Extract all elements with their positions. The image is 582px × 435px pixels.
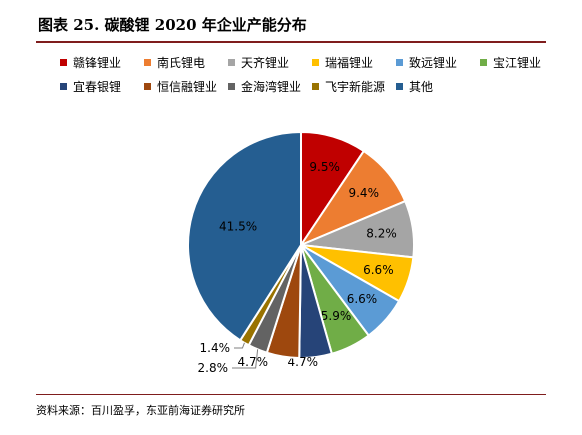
legend-swatch bbox=[144, 83, 151, 90]
slice-label: 9.5% bbox=[309, 160, 340, 174]
pie-slice bbox=[187, 130, 302, 342]
legend-label: 宜春银锂 bbox=[73, 80, 122, 94]
legend-swatch bbox=[312, 83, 319, 90]
legend-swatch bbox=[228, 83, 235, 90]
legend-label: 致远锂业 bbox=[409, 56, 458, 70]
legend-swatch bbox=[144, 59, 151, 66]
legend-label: 宝江锂业 bbox=[493, 56, 542, 70]
legend-item: 宜春银锂 bbox=[60, 78, 121, 95]
legend-item: 南氏锂电 bbox=[144, 54, 205, 71]
legend-swatch bbox=[396, 83, 403, 90]
slice-label: 2.8% bbox=[198, 361, 229, 375]
legend-swatch bbox=[60, 83, 67, 90]
slice-label: 5.9% bbox=[321, 309, 352, 323]
legend-swatch bbox=[312, 59, 319, 66]
legend-swatch bbox=[60, 59, 67, 66]
legend-item: 恒信融锂业 bbox=[144, 78, 217, 95]
legend-label: 飞宇新能源 bbox=[325, 80, 386, 94]
leader-line bbox=[232, 349, 259, 369]
leader-line bbox=[234, 342, 245, 349]
legend-swatch bbox=[480, 59, 487, 66]
slice-label: 41.5% bbox=[219, 220, 257, 234]
legend-label: 瑞福锂业 bbox=[325, 56, 374, 70]
legend-item: 其他 bbox=[396, 78, 433, 95]
figure-source: 资料来源：百川盈孚，东亚前海证券研究所 bbox=[36, 404, 245, 417]
legend-swatch bbox=[396, 59, 403, 66]
legend-label: 其他 bbox=[409, 80, 434, 94]
slice-label: 9.4% bbox=[348, 186, 379, 200]
legend-label: 恒信融锂业 bbox=[157, 80, 218, 94]
legend-item: 飞宇新能源 bbox=[312, 78, 385, 95]
legend-item: 赣锋锂业 bbox=[60, 54, 121, 71]
slice-label: 8.2% bbox=[366, 226, 397, 240]
legend-item: 瑞福锂业 bbox=[312, 54, 373, 71]
legend-label: 金海湾锂业 bbox=[241, 80, 302, 94]
slice-label: 6.6% bbox=[347, 292, 378, 306]
legend-item: 宝江锂业 bbox=[480, 54, 541, 71]
legend-item: 金海湾锂业 bbox=[228, 78, 301, 95]
legend-swatch bbox=[228, 59, 235, 66]
legend-item: 天齐锂业 bbox=[228, 54, 289, 71]
legend-item: 致远锂业 bbox=[396, 54, 457, 71]
title-divider bbox=[36, 41, 546, 43]
legend-label: 南氏锂电 bbox=[157, 56, 206, 70]
source-divider bbox=[36, 394, 546, 395]
legend-label: 天齐锂业 bbox=[241, 56, 290, 70]
slice-label: 4.7% bbox=[238, 355, 269, 369]
slice-label: 6.6% bbox=[363, 263, 394, 277]
slice-label: 1.4% bbox=[200, 341, 231, 355]
legend-label: 赣锋锂业 bbox=[73, 56, 122, 70]
figure-title: 图表 25. 碳酸锂 2020 年企业产能分布 bbox=[38, 16, 307, 34]
